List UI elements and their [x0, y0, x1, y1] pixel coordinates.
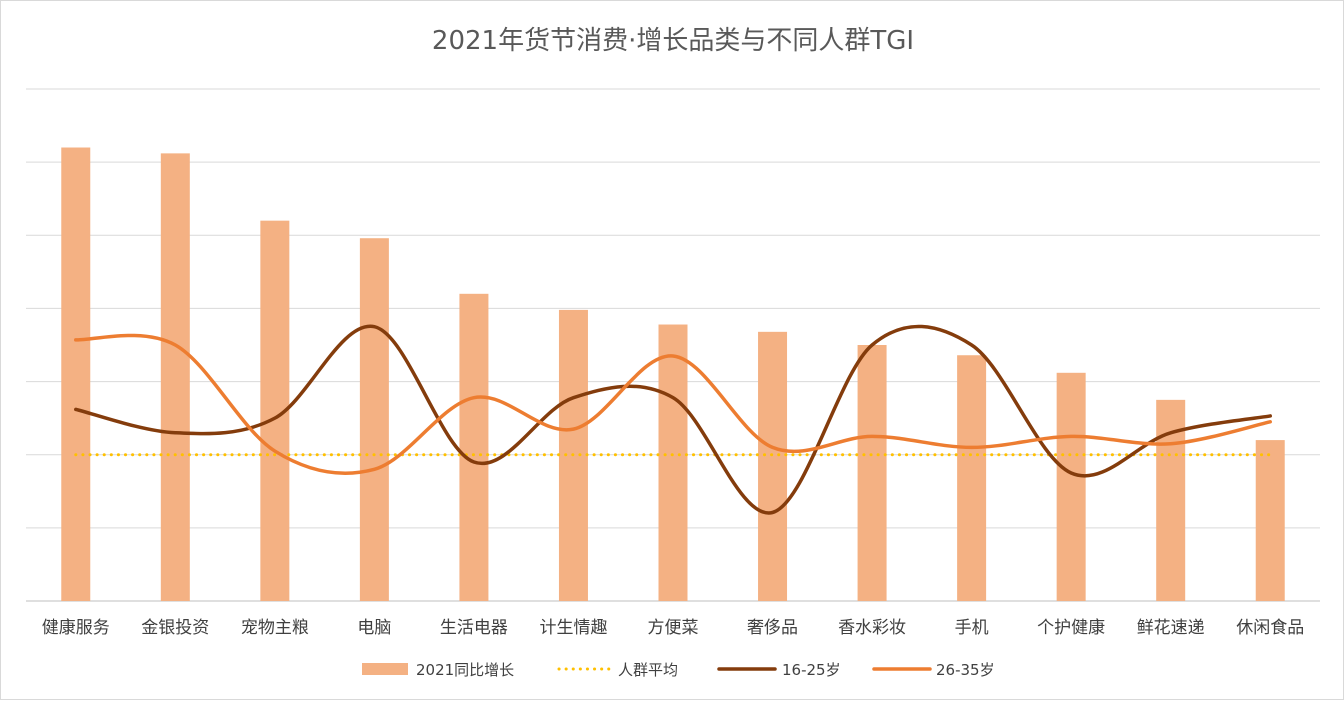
legend-label: 26-35岁: [936, 661, 995, 679]
line-series: [74, 324, 1272, 515]
category-labels: 健康服务 金银投资 宠物主粮 电脑 生活电器 计生情趣 方便菜 奢侈品 香水彩妆 手机 个护健康 鲜花…: [42, 618, 1304, 638]
legend-item: 16-25岁: [717, 661, 841, 679]
category-label: 电脑: [357, 618, 391, 638]
bar: [758, 331, 788, 601]
category-label: 休闲食品: [1236, 618, 1304, 638]
line-16-25: [74, 324, 1272, 515]
category-label: 奢侈品: [747, 618, 798, 638]
bar: [1255, 440, 1285, 601]
category-label: 个护健康: [1037, 618, 1105, 638]
category-label: 生活电器: [440, 618, 508, 638]
bar: [160, 153, 190, 601]
bar: [459, 293, 489, 601]
legend-label: 人群平均: [618, 661, 678, 679]
category-label: 手机: [955, 618, 989, 638]
legend: 2021同比增长 人群平均 16-25岁 26-35岁: [362, 661, 995, 679]
bar: [61, 147, 91, 601]
bar: [658, 324, 688, 601]
category-label: 方便菜: [648, 618, 699, 638]
bar: [1056, 372, 1086, 601]
bar-series: [61, 147, 1285, 601]
category-label: 鲜花速递: [1137, 618, 1205, 638]
category-label: 金银投资: [141, 618, 209, 638]
legend-swatch: [362, 663, 408, 675]
bar: [857, 345, 887, 601]
legend-item: 2021同比增长: [362, 661, 514, 679]
category-label: 香水彩妆: [838, 618, 906, 638]
bar: [957, 355, 987, 601]
category-label: 健康服务: [42, 618, 110, 638]
category-label: 宠物主粮: [241, 618, 309, 638]
legend-item: 26-35岁: [872, 661, 995, 679]
legend-label: 16-25岁: [782, 661, 841, 679]
legend-item: 人群平均: [557, 661, 678, 679]
category-label: 计生情趣: [539, 618, 607, 638]
legend-label: 2021同比增长: [416, 661, 514, 679]
line-26-35: [74, 333, 1272, 475]
chart-title: 2021年货节消费·增长品类与不同人群TGI: [432, 26, 914, 56]
bar: [359, 238, 389, 601]
